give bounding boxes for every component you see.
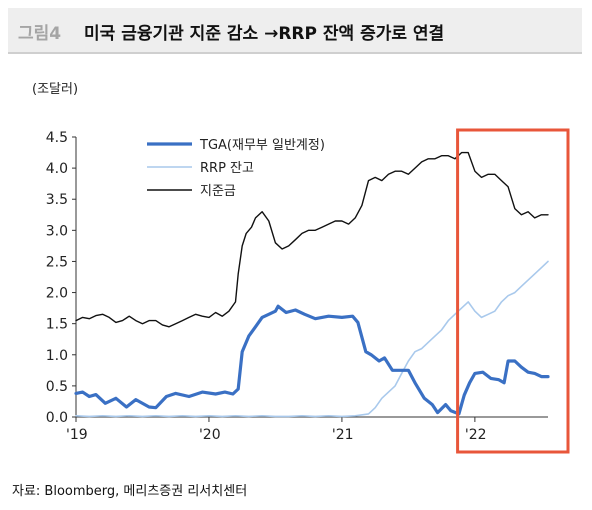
y-tick-label: 3.0 [46,223,68,239]
legend-label: RRP 잔고 [200,161,254,176]
unit-label: (조달러) [32,82,78,97]
x-tick-label: '20 [199,427,221,443]
y-tick-label: 1.0 [46,348,68,364]
y-axis: 0.0 0.5 1.0 1.5 2.0 2.5 3.0 3.5 4.0 4.5 [46,130,77,426]
legend-label: TGA(재무부 일반계정) [199,138,325,153]
series-line [75,151,549,328]
y-tick-label: 3.5 [46,192,68,208]
y-tick-label: 0.5 [46,379,68,395]
source-note: 자료: Bloomberg, 메리츠증권 리서치센터 [12,484,248,499]
series-line [74,304,550,416]
y-tick-label: 1.5 [46,317,68,333]
x-axis: '19 '20 '21 '22 [66,416,548,443]
figure-title-bar: 그림4 미국 금융기관 지준 감소 →RRP 잔액 증가로 연결 [8,8,582,54]
x-tick-label: '22 [465,427,487,443]
highlight-layer [456,128,570,454]
figure-label: 그림4 [18,24,62,44]
y-tick-label: 4.0 [46,161,68,177]
figure-title: 미국 금융기관 지준 감소 →RRP 잔액 증가로 연결 [84,24,445,44]
y-tick-label: 4.5 [46,130,68,146]
y-tick-label: 2.0 [46,286,68,302]
x-tick-label: '21 [332,427,354,443]
series-line [75,260,549,418]
legend-label: 지준금 [200,184,236,199]
y-tick-label: 2.5 [46,254,68,270]
line-chart: (조달러) 0.0 0.5 1.0 1.5 2.0 2.5 3.0 3.5 4.0 4.5 '19… [32,82,570,454]
plot-lines [74,151,550,418]
highlight-box [456,128,570,454]
y-tick-label: 0.0 [46,410,68,426]
x-tick-label: '19 [66,427,88,443]
